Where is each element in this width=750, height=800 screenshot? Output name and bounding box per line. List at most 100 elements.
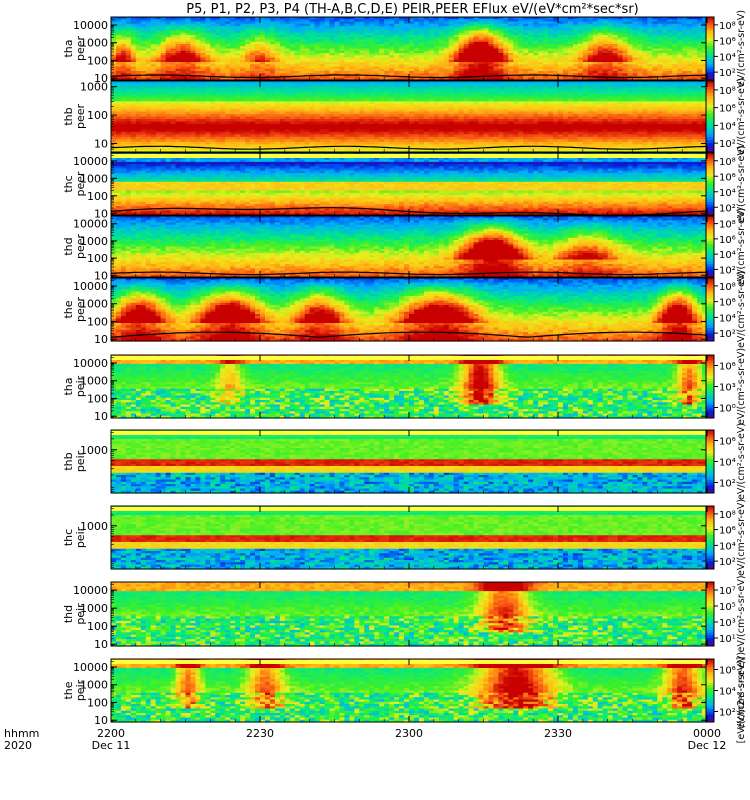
heatmap-cell	[409, 77, 415, 81]
heatmap-cell	[155, 23, 162, 27]
heatmap-cell	[369, 55, 375, 59]
heatmap-cell	[175, 30, 182, 34]
heatmap-cell	[140, 68, 147, 72]
heatmap-cell	[443, 23, 450, 27]
heatmap-cell	[364, 73, 370, 77]
heatmap-cell	[225, 32, 231, 36]
heatmap-cell	[438, 26, 445, 29]
heatmap-cell	[235, 41, 241, 45]
heatmap-cell	[180, 71, 187, 74]
heatmap-cell	[344, 28, 350, 32]
heatmap-cell	[299, 48, 306, 52]
heatmap-cell	[155, 28, 162, 32]
heatmap-cell	[120, 55, 127, 59]
heatmap-cell	[463, 19, 470, 23]
heatmap-cell	[384, 39, 390, 43]
heatmap-cell	[384, 75, 390, 79]
heatmap-cell	[418, 68, 425, 72]
heatmap-cell	[180, 32, 187, 36]
heatmap-cell	[145, 59, 152, 63]
heatmap-cell	[190, 48, 197, 52]
heatmap-cell	[240, 35, 246, 38]
heatmap-cell	[359, 48, 365, 52]
heatmap-cell	[379, 68, 385, 72]
heatmap-cell	[255, 71, 261, 74]
heatmap-cell	[140, 39, 147, 43]
heatmap-cell	[413, 32, 420, 36]
heatmap-cell	[304, 17, 311, 20]
heatmap-cell	[448, 50, 455, 54]
heatmap-cell	[394, 64, 400, 68]
heatmap-cell	[463, 77, 470, 81]
heatmap-cell	[329, 59, 336, 63]
heatmap-cell	[215, 48, 221, 52]
heatmap-cell	[339, 64, 346, 68]
heatmap-cell	[135, 17, 142, 20]
heatmap-cell	[264, 55, 271, 59]
heatmap-cell	[458, 62, 465, 65]
heatmap-cell	[165, 71, 172, 74]
heatmap-cell	[115, 68, 122, 72]
heatmap-cell	[379, 37, 385, 41]
heatmap-cell	[319, 62, 326, 65]
heatmap-cell	[404, 59, 410, 63]
heatmap-cell	[185, 48, 192, 52]
heatmap-cell	[299, 77, 306, 81]
heatmap-cell	[349, 30, 355, 34]
heatmap-cell	[195, 73, 201, 77]
heatmap-cell	[250, 26, 256, 29]
heatmap-cell	[264, 53, 271, 56]
heatmap-cell	[274, 44, 281, 47]
heatmap-cell	[165, 55, 172, 59]
heatmap-cell	[220, 35, 226, 38]
heatmap-cell	[205, 28, 211, 32]
heatmap-cell	[284, 77, 291, 81]
heatmap-cell	[418, 57, 425, 61]
heatmap-cell	[339, 59, 346, 63]
heatmap-cell	[448, 77, 455, 81]
heatmap-cell	[453, 28, 460, 32]
heatmap-cell	[369, 68, 375, 72]
heatmap-cell	[309, 21, 316, 25]
heatmap-cell	[125, 68, 132, 72]
heatmap-cell	[245, 32, 251, 36]
heatmap-cell	[473, 28, 480, 32]
heatmap-cell	[404, 37, 410, 41]
heatmap-cell	[379, 21, 385, 25]
heatmap-cell	[120, 19, 127, 23]
heatmap-cell	[468, 26, 475, 29]
heatmap-cell	[165, 19, 172, 23]
heatmap-cell	[279, 30, 286, 34]
heatmap-cell	[145, 41, 152, 45]
heatmap-cell	[289, 59, 296, 63]
heatmap-cell	[175, 37, 182, 41]
heatmap-cell	[135, 39, 142, 43]
heatmap-cell	[165, 28, 172, 32]
heatmap-cell	[314, 59, 321, 63]
heatmap-cell	[289, 64, 296, 68]
heatmap-cell	[279, 64, 286, 68]
heatmap-cell	[463, 41, 470, 45]
heatmap-cell	[394, 37, 400, 41]
heatmap-cell	[374, 53, 380, 56]
heatmap-cell	[195, 44, 201, 47]
heatmap-cell	[423, 23, 430, 27]
heatmap-cell	[235, 30, 241, 34]
heatmap-cell	[299, 37, 306, 41]
heatmap-cell	[344, 21, 350, 25]
heatmap-cell	[443, 68, 450, 72]
heatmap-cell	[125, 19, 132, 23]
heatmap-cell	[314, 48, 321, 52]
heatmap-cell	[369, 48, 375, 52]
heatmap-cell	[130, 30, 137, 34]
heatmap-cell	[165, 35, 172, 38]
heatmap-cell	[339, 30, 346, 34]
heatmap-cell	[210, 17, 216, 20]
heatmap-cell	[255, 17, 261, 20]
heatmap-cell	[389, 21, 395, 25]
heatmap-cell	[140, 21, 147, 25]
heatmap-cell	[284, 62, 291, 65]
heatmap-cell	[165, 17, 172, 20]
heatmap-cell	[279, 35, 286, 38]
heatmap-cell	[319, 48, 326, 52]
